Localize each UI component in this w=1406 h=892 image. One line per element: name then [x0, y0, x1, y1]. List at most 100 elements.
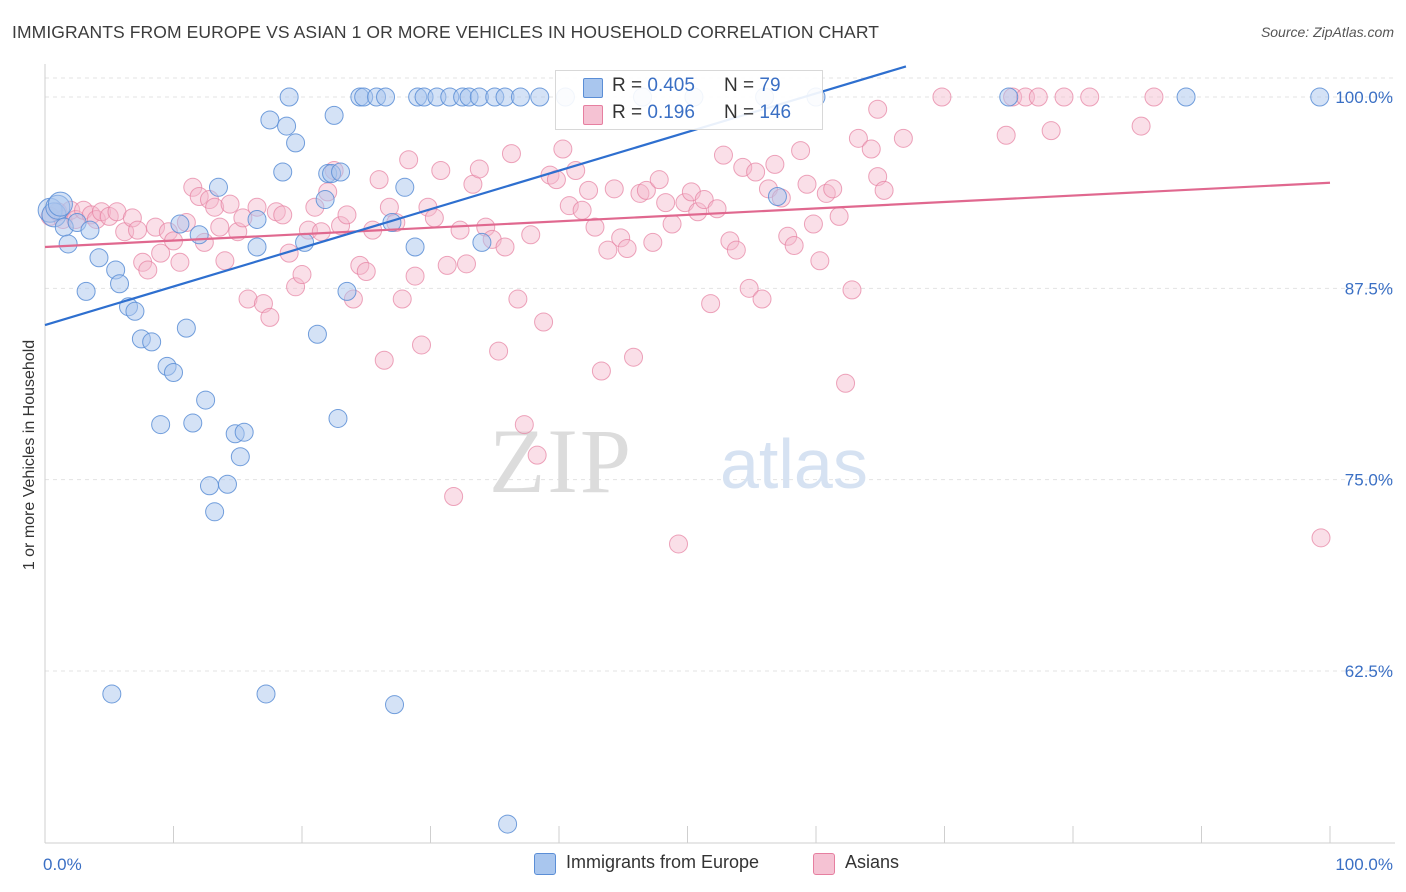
asians-point	[356, 261, 376, 281]
europe-point	[142, 332, 162, 352]
europe-point	[510, 87, 530, 107]
tick-labels: 62.5% 75.0% 87.5% 100.0% 0.0% 100.0%	[43, 88, 1393, 874]
asians-point	[1054, 87, 1074, 107]
europe-point	[1176, 87, 1196, 107]
asians-point	[624, 347, 644, 367]
asians-point	[861, 139, 881, 159]
europe-point	[260, 110, 280, 130]
europe-point	[89, 248, 109, 268]
europe-point	[530, 87, 550, 107]
asians-point	[848, 128, 868, 148]
europe-point	[164, 363, 183, 383]
legend-r-asians: R = 0.196	[612, 102, 695, 123]
europe-point	[183, 413, 203, 433]
europe-point	[47, 191, 73, 217]
asians-point	[431, 160, 451, 180]
asians-point	[292, 265, 312, 285]
legend-swatch-europe	[583, 78, 603, 98]
asians-point	[412, 335, 432, 355]
asians-point	[893, 128, 913, 148]
x-tick-label-min: 0.0%	[43, 855, 82, 874]
legend-r-europe: R = 0.405	[612, 75, 695, 96]
asians-point	[311, 222, 331, 242]
europe-point	[110, 274, 130, 294]
asians-point	[392, 289, 412, 309]
asians-point	[369, 170, 389, 190]
asians-point	[656, 193, 676, 213]
europe-point	[199, 476, 219, 496]
europe-point	[208, 177, 228, 197]
asians-point	[591, 361, 611, 381]
asians-point	[636, 180, 656, 200]
asians-point	[797, 174, 817, 194]
europe-point	[315, 190, 335, 210]
asians-point	[874, 180, 894, 200]
asians-point	[514, 415, 534, 435]
asians-point	[205, 197, 225, 217]
y-tick-label: 100.0%	[1335, 88, 1393, 107]
asians-point	[823, 179, 843, 199]
asians-point	[437, 255, 457, 275]
asians-point	[791, 141, 811, 161]
asians-point	[444, 487, 464, 507]
asians-point	[598, 240, 618, 260]
europe-point	[279, 87, 299, 107]
asians-point	[146, 217, 166, 237]
asians-point	[279, 243, 299, 263]
y-tick-label: 62.5%	[1345, 662, 1393, 681]
europe-point	[286, 133, 306, 153]
europe-point	[395, 177, 415, 197]
asians-point	[1311, 528, 1331, 548]
asians-point	[331, 216, 351, 236]
asians-point	[215, 251, 235, 271]
asians-point	[765, 154, 785, 174]
europe-point	[331, 162, 351, 182]
asians-point	[424, 208, 444, 228]
asians-point	[707, 199, 727, 219]
asians-point	[238, 289, 258, 309]
asians-point	[803, 214, 823, 234]
watermark-zip: ZIP	[489, 410, 633, 512]
europe-point	[405, 237, 425, 257]
asians-point	[579, 180, 599, 200]
europe-point	[247, 237, 267, 257]
europe-point	[58, 234, 78, 254]
asians-point	[932, 87, 952, 107]
asians-point	[1144, 87, 1164, 107]
asians-point	[273, 205, 293, 225]
x-tick-label-max: 100.0%	[1335, 855, 1393, 874]
legend-n-europe: N = 79	[724, 75, 781, 96]
asians-point	[527, 445, 547, 465]
asians-point	[836, 373, 856, 393]
europe-point	[498, 814, 518, 834]
asians-point	[337, 205, 357, 225]
asians-point	[778, 226, 798, 246]
asians-point	[1131, 116, 1151, 136]
asians-point	[553, 139, 573, 159]
europe-point	[324, 105, 344, 125]
asians-trend-line	[44, 181, 1331, 249]
asians-point	[572, 200, 592, 220]
europe-point	[80, 220, 100, 240]
asians-point	[534, 312, 554, 332]
asians-point	[489, 341, 509, 361]
y-tick-label: 75.0%	[1345, 471, 1393, 490]
asians-point	[662, 214, 682, 234]
asians-point	[508, 289, 528, 309]
europe-point	[273, 162, 293, 182]
asians-point	[617, 239, 637, 259]
asians-point	[611, 228, 631, 248]
asians-point	[694, 190, 714, 210]
asians-point	[604, 179, 624, 199]
asians-point	[210, 217, 230, 237]
europe-point	[385, 695, 405, 715]
asians-point	[688, 202, 708, 222]
europe-point	[247, 209, 267, 229]
watermark: ZIP atlas	[489, 410, 868, 512]
asians-point	[151, 243, 171, 263]
asians-point	[450, 220, 470, 240]
asians-point	[784, 235, 804, 255]
asians-point	[521, 225, 541, 245]
europe-point	[337, 281, 357, 301]
asians-point	[495, 237, 515, 257]
